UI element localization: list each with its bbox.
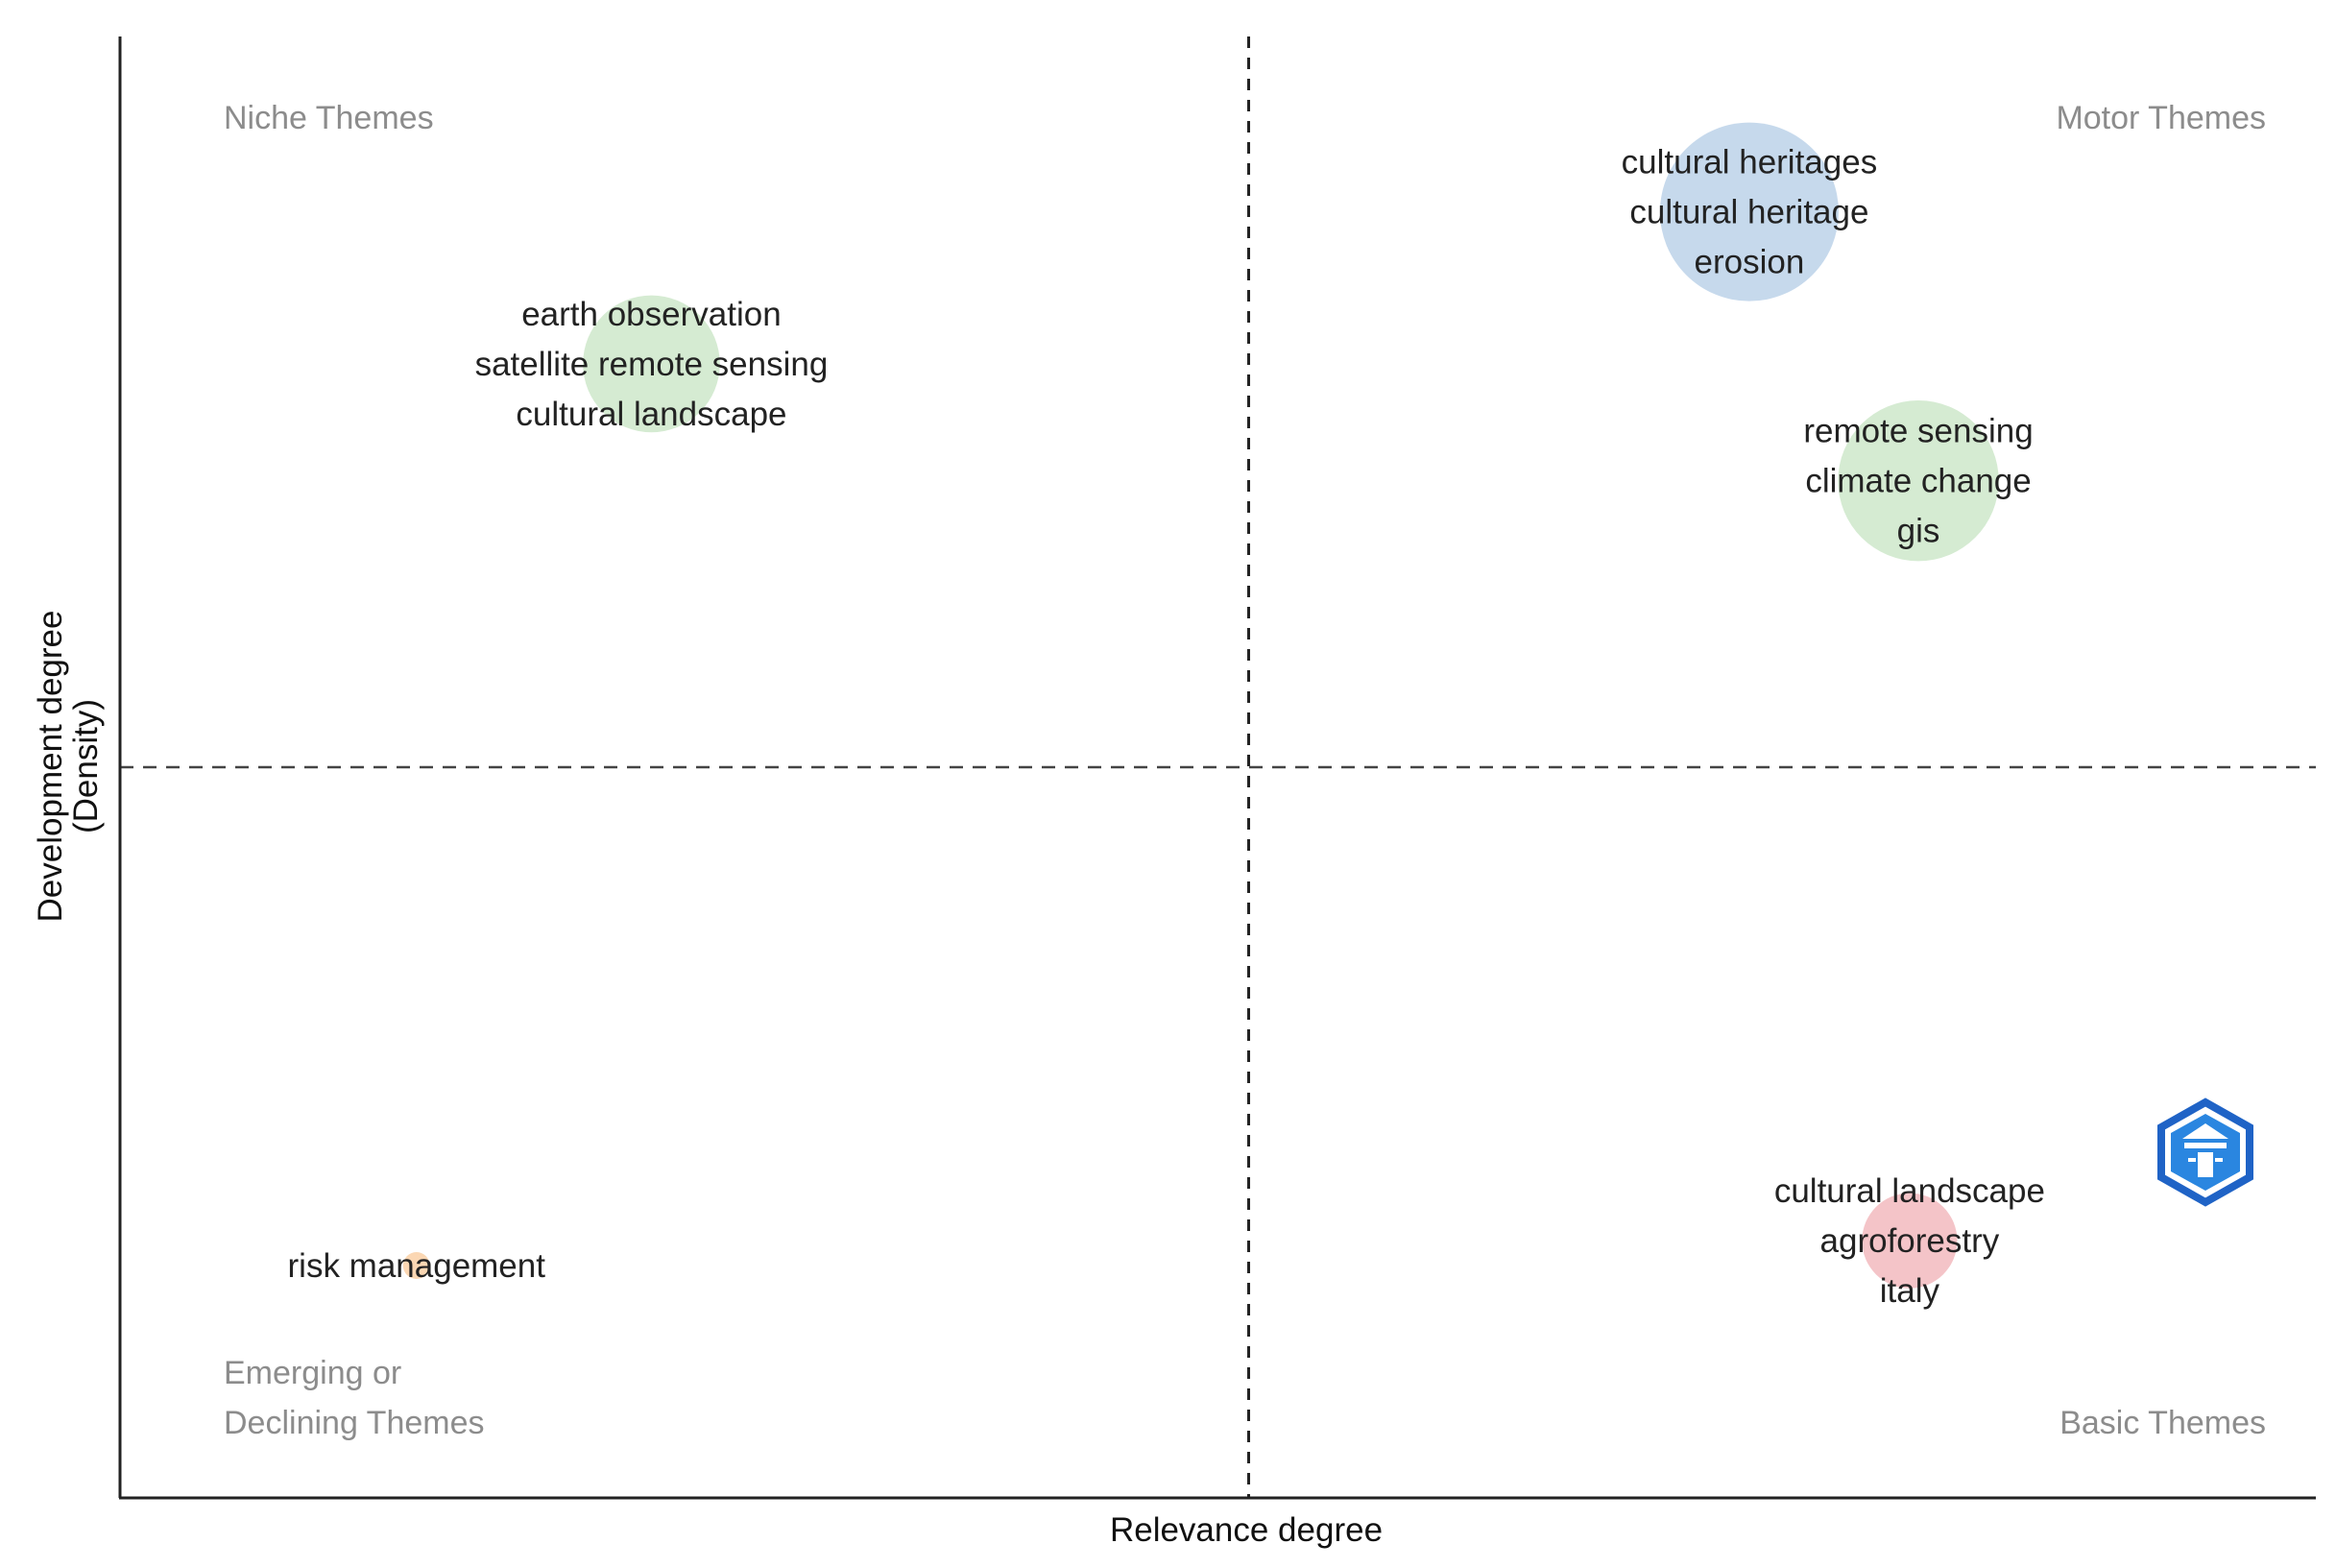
cluster-label-c4-0: cultural landscape [1774, 1172, 2045, 1210]
y-axis-subtitle: (Density) [67, 699, 105, 833]
cluster-label-c1-1: cultural heritage [1629, 194, 1868, 231]
cluster-bubble-c2 [583, 295, 720, 433]
quadrant-label-emerging-line1: Emerging or [224, 1355, 401, 1391]
cluster-label-c3-2: gis [1897, 513, 1940, 550]
cluster-label-c1-2: erosion [1695, 244, 1805, 281]
cluster-bubble-c3 [1838, 399, 1999, 562]
cluster-label-c4-1: agroforestry [1820, 1222, 2000, 1260]
cluster-label-c3-1: climate change [1805, 463, 2031, 500]
cluster-bubble-c1 [1659, 122, 1839, 302]
quadrant-label-motor: Motor Themes [2056, 100, 2266, 136]
quadrant-label-emerging-line2: Declining Themes [224, 1405, 485, 1441]
quadrant-label-basic: Basic Themes [2059, 1405, 2266, 1441]
cluster-label-c2-2: cultural landscape [516, 396, 786, 433]
cluster-label-c3-0: remote sensing [1803, 413, 2033, 450]
y-axis-title: Development degree [32, 611, 69, 923]
cluster-layer: cultural heritages cultural heritage erosi… [288, 122, 2045, 1310]
cluster-label-c2-1: satellite remote sensing [475, 346, 829, 383]
cluster-label-c1-0: cultural heritages [1622, 144, 1878, 181]
publisher-logo-icon [2157, 1098, 2253, 1207]
quadrant-label-niche: Niche Themes [224, 100, 434, 136]
x-axis-title: Relevance degree [1110, 1511, 1383, 1549]
cluster-bubble-c4 [1862, 1193, 1958, 1289]
cluster-label-c5-0: risk management [288, 1247, 546, 1285]
cluster-label-c2-0: earth observation [521, 296, 781, 333]
cluster-label-c4-2: italy [1880, 1272, 1940, 1310]
cluster-bubble-c5 [402, 1252, 430, 1279]
